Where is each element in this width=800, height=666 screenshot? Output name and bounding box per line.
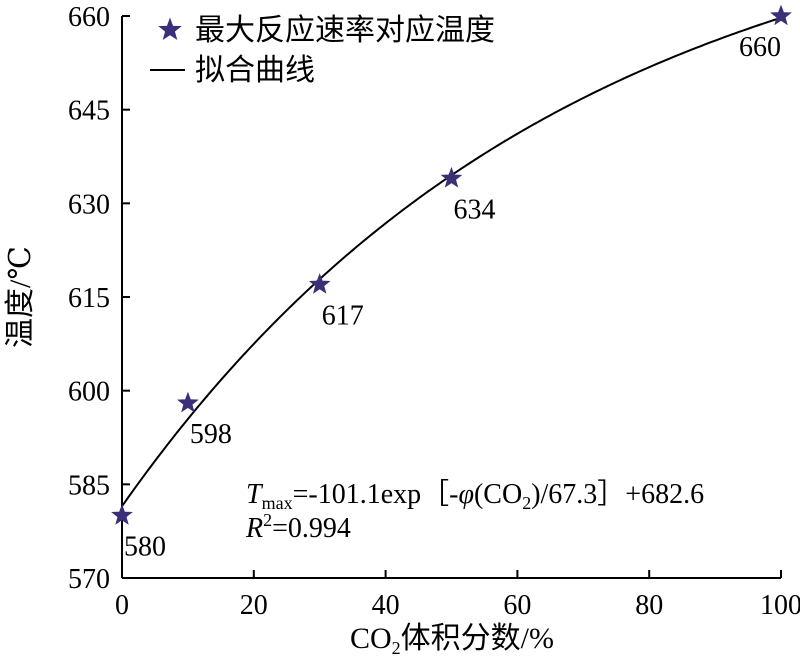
- legend-label-fit: 拟合曲线: [195, 54, 315, 87]
- x-tick-label: 80: [635, 590, 663, 621]
- y-tick-label: 570: [68, 564, 110, 595]
- y-ticks: 570 585 600 615 630 645 660: [68, 2, 130, 595]
- x-axis-title: CO2体积分数/%: [350, 622, 554, 658]
- data-points: 580 598 617 634 660: [111, 4, 792, 563]
- data-point-star: [440, 166, 463, 188]
- x-tick-label: 40: [372, 590, 400, 621]
- data-point-star: [177, 391, 199, 413]
- data-point-label: 580: [124, 532, 166, 563]
- x-ticks: 0 20 40 60 80 100: [115, 570, 800, 621]
- data-point-label: 660: [739, 32, 781, 63]
- fit-equation: Tmax=-101.1exp［-φ(CO2)/67.3］+682.6: [246, 478, 704, 513]
- legend-label-points: 最大反应速率对应温度: [195, 14, 495, 47]
- y-tick-label: 585: [68, 470, 110, 501]
- y-tick-label: 600: [68, 377, 110, 408]
- legend: 最大反应速率对应温度 拟合曲线: [150, 14, 495, 87]
- data-point-star: [770, 4, 792, 26]
- data-point-star: [308, 273, 331, 294]
- data-point-star: [111, 504, 133, 525]
- y-tick-label: 615: [68, 283, 110, 314]
- legend-star-marker: [158, 17, 182, 41]
- x-tick-label: 20: [240, 590, 268, 621]
- x-tick-label: 100: [760, 590, 800, 621]
- data-point-label: 634: [454, 194, 496, 225]
- data-point-label: 617: [322, 301, 364, 332]
- y-axis-title: 温度/℃: [4, 246, 37, 348]
- x-tick-label: 60: [503, 590, 531, 621]
- y-tick-label: 645: [68, 96, 110, 127]
- x-tick-label: 0: [115, 590, 129, 621]
- r-squared: R2=0.994: [245, 510, 351, 544]
- data-point-label: 598: [190, 419, 232, 450]
- y-tick-label: 630: [68, 189, 110, 220]
- y-tick-label: 660: [68, 2, 110, 33]
